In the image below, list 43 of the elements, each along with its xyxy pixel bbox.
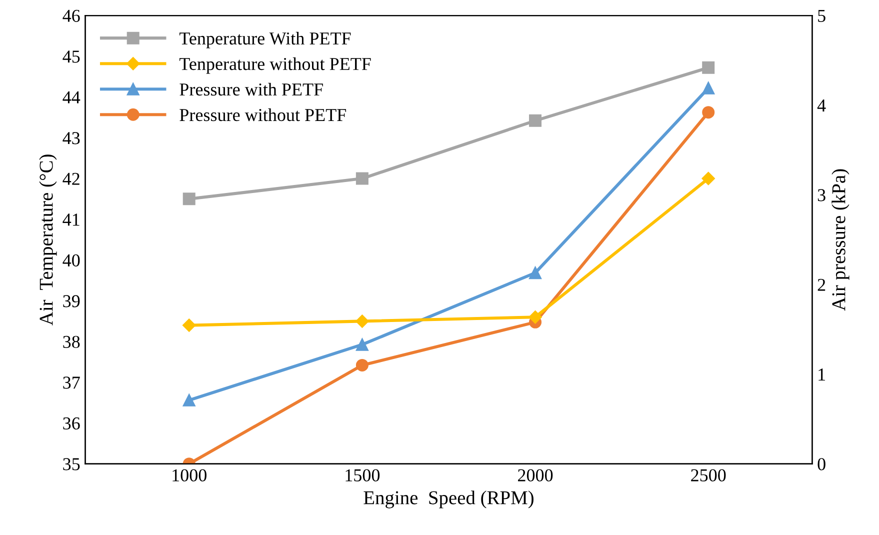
x-axis-title: Engine Speed (RPM): [364, 490, 534, 508]
point: [702, 61, 715, 74]
y-tick-label: 45: [62, 50, 80, 63]
point: [702, 106, 715, 119]
legend-label: Pressure without PETF: [180, 108, 346, 122]
y2-tick-label: 0: [818, 458, 826, 470]
y2-tick-label: 5: [818, 10, 826, 22]
y2-axis-title: Air pressure (kPa): [832, 169, 850, 311]
y-tick-label: 44: [62, 91, 80, 104]
y2-tick-label: 1: [818, 368, 825, 380]
y-axis-title: Air Temperature (°C): [39, 154, 57, 326]
point: [356, 358, 368, 372]
point: [528, 310, 542, 324]
y-tick-label: 41: [62, 214, 80, 226]
x-tick-label: 1000: [172, 469, 206, 482]
y-tick-label: 40: [62, 254, 80, 266]
x-tick-label: 2500: [691, 469, 726, 482]
x-tick-label: 1500: [346, 469, 380, 482]
y-tick-label: 42: [62, 172, 80, 185]
legend-label: Tenperature without PETF: [179, 57, 371, 74]
y-tick-label: 36: [63, 417, 80, 430]
legend-label: Tenperature With PETF: [179, 32, 351, 48]
point: [182, 192, 196, 206]
point: [182, 394, 196, 406]
y2-tick-label: 3: [818, 189, 826, 202]
y-tick-label: 43: [62, 132, 80, 144]
point: [356, 172, 368, 185]
y-tick-label: 39: [63, 295, 80, 308]
y-tick-label: 35: [63, 458, 80, 470]
y-tick-label: 37: [63, 376, 80, 389]
point: [182, 318, 196, 332]
point: [702, 172, 715, 186]
legend-label: Pressure with PETF: [180, 82, 323, 96]
y2-tick-label: 4: [817, 100, 826, 112]
x-tick-label: 2000: [518, 469, 553, 482]
point: [702, 82, 715, 94]
y-tick-label: 46: [62, 10, 80, 22]
y-tick-label: 38: [63, 336, 80, 348]
point: [356, 314, 369, 328]
y2-tick-label: 2: [818, 278, 826, 291]
point: [529, 114, 542, 127]
point: [356, 338, 368, 351]
point: [529, 266, 542, 280]
